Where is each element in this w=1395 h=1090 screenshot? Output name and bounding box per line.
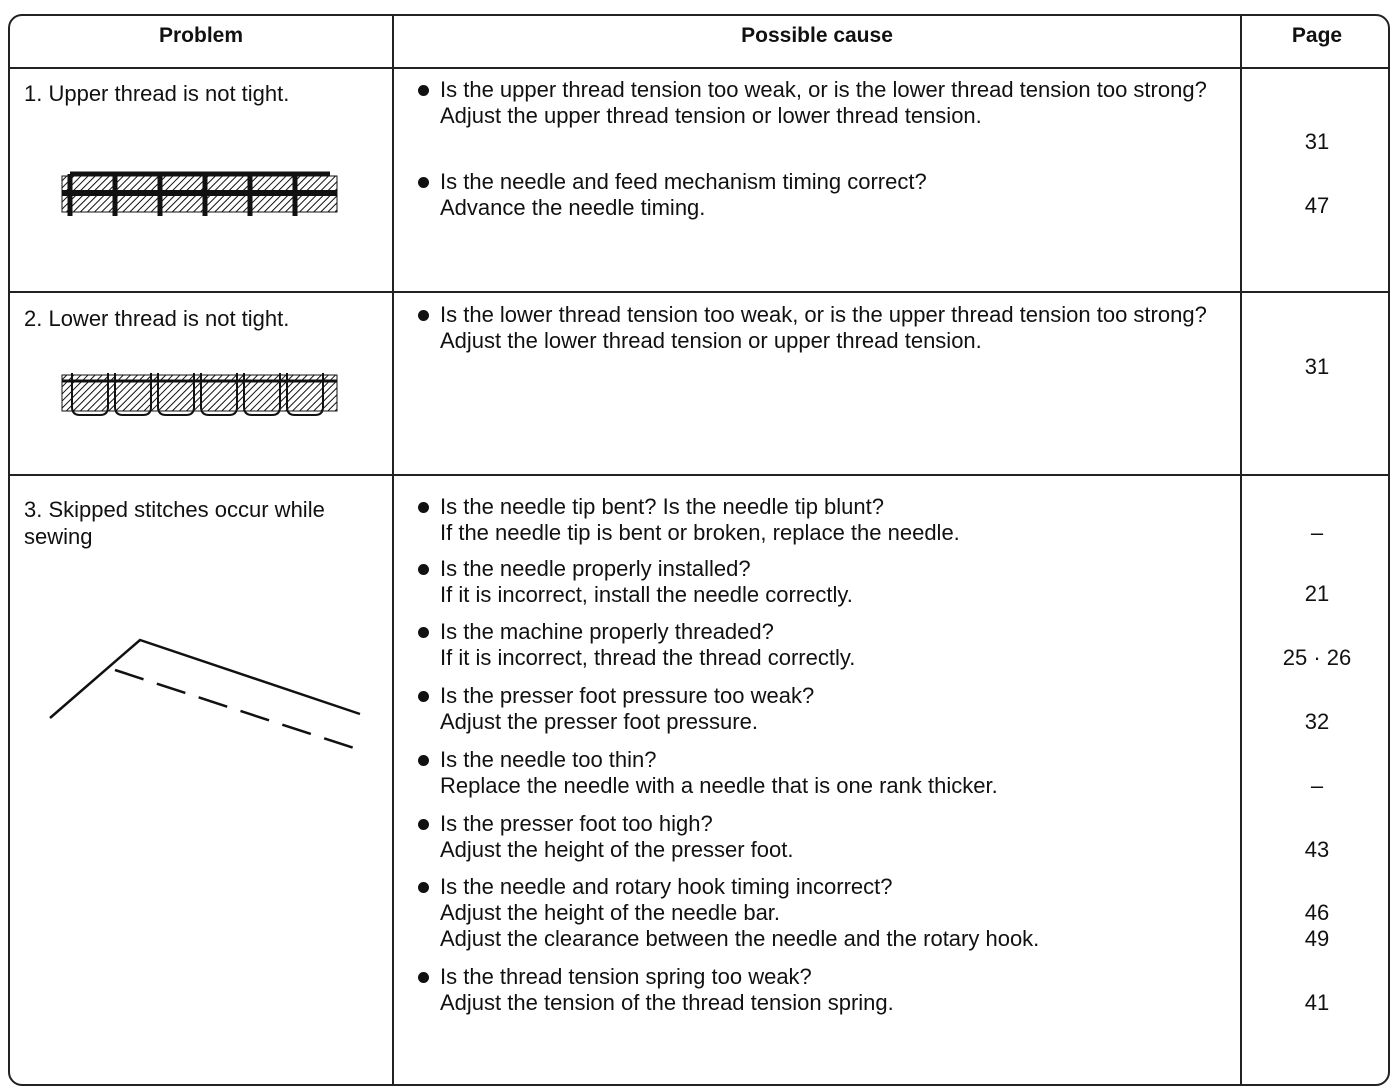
action: If the needle tip is bent or broken, rep… [440,520,960,545]
cause: Is the presser foot too high? Adjust the … [415,811,1225,863]
cause: Is the upper thread tension too weak, or… [415,77,1225,129]
question: Is the machine properly threaded? [440,619,774,644]
question: Is the presser foot too high? [440,811,713,836]
cause: Is the presser foot pressure too weak? Ad… [415,683,1225,735]
question: Is the upper thread tension too weak, or… [440,77,1207,102]
question: Is the lower thread tension too weak, or… [440,302,1207,327]
action: If it is incorrect, thread the thread co… [440,645,856,670]
action: If it is incorrect, install the needle c… [440,582,853,607]
skipped-stitch-illustration [49,638,361,752]
page-ref: 21 [1304,581,1330,606]
page-ref: 43 [1304,837,1330,862]
cause: Is the machine properly threaded? If it i… [415,619,1225,671]
action: Adjust the clearance between the needle … [440,926,1040,951]
action: Adjust the upper thread tension or lower… [440,103,982,128]
action: Advance the needle timing. [440,195,706,220]
problem: 2. Lower thread is not tight. [24,306,290,331]
problem: 1. Upper thread is not tight. [24,81,290,106]
cause: Is the needle too thin? Replace the needl… [415,747,1225,799]
page-ref: 46 [1304,900,1330,925]
page-ref: – [1310,520,1324,545]
row-rule [9,474,1389,476]
header-rule [9,67,1389,69]
action: Adjust the tension of the thread tension… [440,990,894,1015]
question: Is the presser foot pressure too weak? [440,683,815,708]
question: Is the needle tip bent? Is the needle ti… [440,494,884,519]
action: Replace the needle with a needle that is… [440,773,998,798]
page-ref: 32 [1304,709,1330,734]
page-ref: 49 [1304,926,1330,951]
question: Is the needle and rotary hook timing inc… [440,874,893,899]
header-page: Page [1291,24,1343,47]
cause: Is the needle and rotary hook timing inc… [415,874,1225,952]
cause: Is the lower thread tension too weak, or… [415,302,1225,354]
page-ref: 41 [1304,990,1330,1015]
row-rule [9,291,1389,293]
action: Adjust the height of the presser foot. [440,837,794,862]
question: Is the needle properly installed? [440,556,751,581]
question: Is the needle too thin? [440,747,657,772]
cause: Is the needle properly installed? If it i… [415,556,1225,608]
cause: Is the needle tip bent? Is the needle ti… [415,494,1225,546]
column-rule [392,15,394,1085]
page-ref: – [1310,773,1324,798]
problem: 3. Skipped stitches occur while sewing [24,497,325,549]
page-ref: 31 [1304,354,1330,379]
question: Is the needle and feed mechanism timing … [440,169,927,194]
page-ref: 47 [1304,193,1330,218]
action: Adjust the height of the needle bar. [440,900,781,925]
cause: Is the needle and feed mechanism timing … [415,169,1225,221]
action: Adjust the lower thread tension or upper… [440,328,982,353]
upper-thread-illustration [61,171,338,216]
table-frame [8,14,1390,1086]
cause: Is the thread tension spring too weak? Ad… [415,964,1225,1016]
question: Is the thread tension spring too weak? [440,964,812,989]
header-cause: Possible cause [741,24,893,47]
lower-thread-illustration [61,373,338,416]
page-ref: 25 · 26 [1282,645,1352,670]
header-problem: Problem [158,24,244,47]
column-rule [1240,15,1242,1085]
page-ref: 31 [1304,129,1330,154]
action: Adjust the presser foot pressure. [440,709,758,734]
